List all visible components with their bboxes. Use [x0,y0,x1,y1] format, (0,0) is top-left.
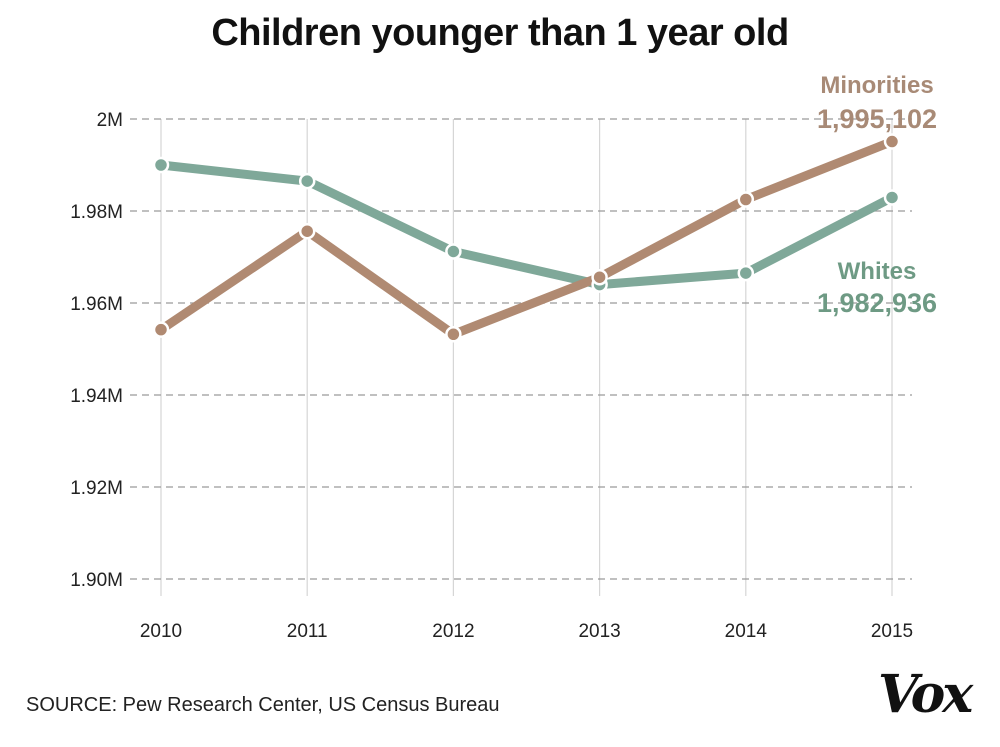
series-value-label: 1,995,102 [817,104,937,134]
data-point-whites [883,189,901,206]
y-tick-label: 1.96M [70,294,123,315]
series-name-label: Whites [838,258,917,285]
data-point-minorities [298,222,316,240]
y-tick-label: 1.98M [70,202,123,223]
horizontal-gridlines [130,118,912,580]
vox-logo: Vox [878,664,973,725]
series-lines [156,137,897,339]
y-tick-label: 1.90M [70,570,123,591]
data-point-minorities [445,326,462,343]
chart-title: Children younger than 1 year old [211,12,789,54]
x-tick-label: 2014 [725,621,768,642]
data-point-whites [737,264,755,282]
source-note: SOURCE: Pew Research Center, US Census B… [26,694,500,716]
data-point-minorities [737,191,755,208]
series-value-label: 1,982,936 [817,288,937,318]
data-point-whites [152,156,170,174]
x-axis-tick-labels: 2010 2011 2012 2013 2014 2015 [140,621,913,642]
y-tick-label: 1.92M [70,478,123,499]
data-point-minorities [883,133,901,150]
x-tick-label: 2011 [287,621,328,642]
data-point-whites [445,243,462,260]
series-line-whites [156,160,897,290]
y-tick-label: 2M [97,110,123,131]
series-name-label: Minorities [820,72,933,99]
series-labels: Whites 1,982,936 Minorities 1,995,102 [817,72,937,318]
series-line-minorities [156,137,897,339]
y-tick-label: 1.94M [70,386,123,407]
y-axis-tick-labels: 2M 1.98M 1.96M 1.94M 1.92M 1.90M [70,110,123,591]
x-tick-label: 2013 [578,621,620,642]
vertical-gridlines [160,119,893,596]
x-tick-label: 2015 [871,621,913,642]
data-point-minorities [591,268,608,286]
series-points [152,133,901,343]
x-tick-label: 2012 [432,621,474,642]
data-point-minorities [152,321,170,338]
data-point-whites [298,172,316,190]
x-tick-label: 2010 [140,621,182,642]
